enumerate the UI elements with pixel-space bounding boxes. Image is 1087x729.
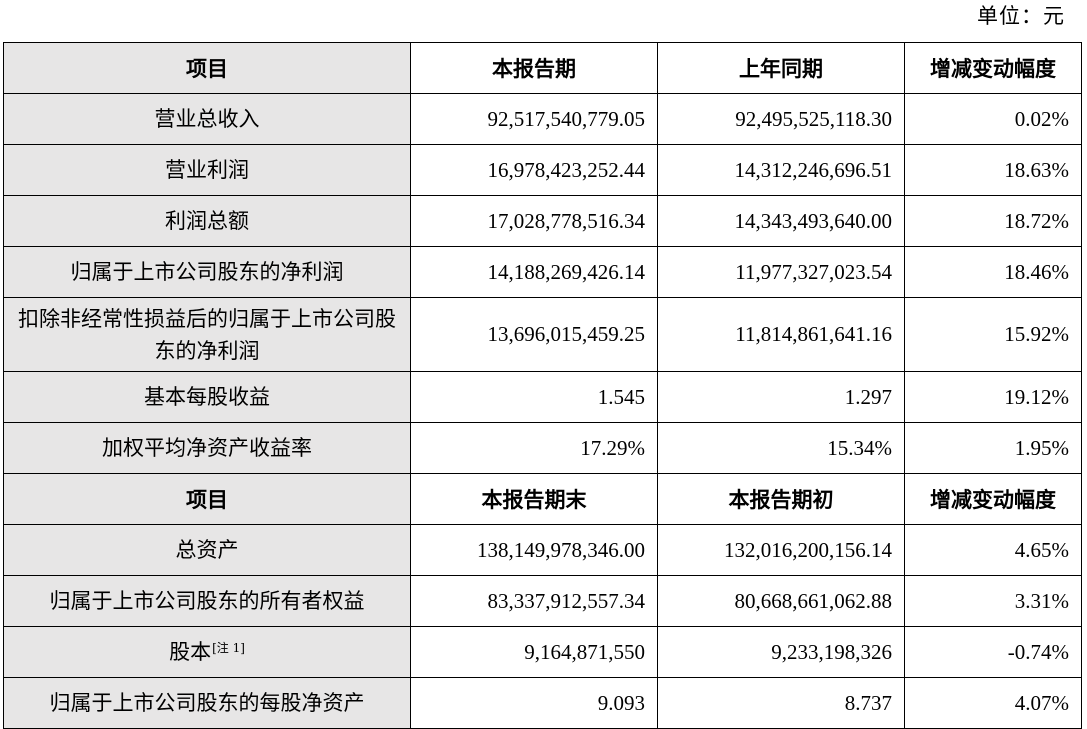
table-row: 基本每股收益 1.545 1.297 19.12% (3, 371, 1082, 423)
header-period-start: 本报告期初 (657, 473, 905, 525)
row-change-value: 18.46% (904, 246, 1082, 298)
row-current-value: 92,517,540,779.05 (410, 93, 658, 145)
header-prior-year-period: 上年同期 (657, 42, 905, 94)
table-header-row: 项目 本报告期末 本报告期初 增减变动幅度 (3, 473, 1082, 525)
row-change-value: 1.95% (904, 422, 1082, 474)
row-label: 营业利润 (3, 144, 411, 196)
header-change: 增减变动幅度 (904, 42, 1082, 94)
row-label: 归属于上市公司股东的每股净资产 (3, 677, 411, 729)
row-previous-value: 11,977,327,023.54 (657, 246, 905, 298)
financial-summary-table: 项目 本报告期 上年同期 增减变动幅度 营业总收入 92,517,540,779… (3, 42, 1082, 729)
row-label: 股本[注 1] (3, 626, 411, 678)
row-label: 总资产 (3, 524, 411, 576)
row-current-value: 83,337,912,557.34 (410, 575, 658, 627)
row-previous-value: 11,814,861,641.16 (657, 297, 905, 372)
row-change-value: 0.02% (904, 93, 1082, 145)
row-change-value: 4.65% (904, 524, 1082, 576)
row-label: 加权平均净资产收益率 (3, 422, 411, 474)
row-previous-value: 9,233,198,326 (657, 626, 905, 678)
table-header-row: 项目 本报告期 上年同期 增减变动幅度 (3, 42, 1082, 94)
table-row: 利润总额 17,028,778,516.34 14,343,493,640.00… (3, 195, 1082, 247)
row-previous-value: 14,343,493,640.00 (657, 195, 905, 247)
row-current-value: 16,978,423,252.44 (410, 144, 658, 196)
row-current-value: 9,164,871,550 (410, 626, 658, 678)
row-change-value: 18.72% (904, 195, 1082, 247)
unit-label: 单位：元 (977, 4, 1065, 28)
row-current-value: 9.093 (410, 677, 658, 729)
table-row: 加权平均净资产收益率 17.29% 15.34% 1.95% (3, 422, 1082, 474)
row-label: 利润总额 (3, 195, 411, 247)
table-row: 营业利润 16,978,423,252.44 14,312,246,696.51… (3, 144, 1082, 196)
row-previous-value: 15.34% (657, 422, 905, 474)
table-row: 营业总收入 92,517,540,779.05 92,495,525,118.3… (3, 93, 1082, 145)
row-change-value: 3.31% (904, 575, 1082, 627)
table-row: 归属于上市公司股东的净利润 14,188,269,426.14 11,977,3… (3, 246, 1082, 298)
row-current-value: 14,188,269,426.14 (410, 246, 658, 298)
row-label-text: 股本 (169, 639, 212, 664)
table-row: 扣除非经常性损益后的归属于上市公司股东的净利润 13,696,015,459.2… (3, 297, 1082, 372)
row-change-value: 15.92% (904, 297, 1082, 372)
row-label: 基本每股收益 (3, 371, 411, 423)
row-current-value: 17,028,778,516.34 (410, 195, 658, 247)
table-row: 总资产 138,149,978,346.00 132,016,200,156.1… (3, 524, 1082, 576)
table-row: 归属于上市公司股东的每股净资产 9.093 8.737 4.07% (3, 677, 1082, 729)
row-change-value: -0.74% (904, 626, 1082, 678)
header-change: 增减变动幅度 (904, 473, 1082, 525)
row-current-value: 13,696,015,459.25 (410, 297, 658, 372)
row-current-value: 1.545 (410, 371, 658, 423)
row-previous-value: 132,016,200,156.14 (657, 524, 905, 576)
row-current-value: 138,149,978,346.00 (410, 524, 658, 576)
row-label: 营业总收入 (3, 93, 411, 145)
header-period-end: 本报告期末 (410, 473, 658, 525)
row-current-value: 17.29% (410, 422, 658, 474)
table-row: 股本[注 1] 9,164,871,550 9,233,198,326 -0.7… (3, 626, 1082, 678)
row-previous-value: 1.297 (657, 371, 905, 423)
row-previous-value: 92,495,525,118.30 (657, 93, 905, 145)
row-label: 归属于上市公司股东的净利润 (3, 246, 411, 298)
footnote-marker: [注 1] (212, 640, 245, 655)
row-previous-value: 14,312,246,696.51 (657, 144, 905, 196)
row-change-value: 4.07% (904, 677, 1082, 729)
row-change-value: 18.63% (904, 144, 1082, 196)
row-previous-value: 80,668,661,062.88 (657, 575, 905, 627)
row-previous-value: 8.737 (657, 677, 905, 729)
row-label-text: 扣除非经常性损益后的归属于上市公司股东的净利润 (18, 306, 396, 363)
header-item: 项目 (3, 42, 411, 94)
header-item: 项目 (3, 473, 411, 525)
row-label: 扣除非经常性损益后的归属于上市公司股东的净利润 (3, 297, 411, 372)
row-label: 归属于上市公司股东的所有者权益 (3, 575, 411, 627)
row-change-value: 19.12% (904, 371, 1082, 423)
header-current-period: 本报告期 (410, 42, 658, 94)
table-row: 归属于上市公司股东的所有者权益 83,337,912,557.34 80,668… (3, 575, 1082, 627)
